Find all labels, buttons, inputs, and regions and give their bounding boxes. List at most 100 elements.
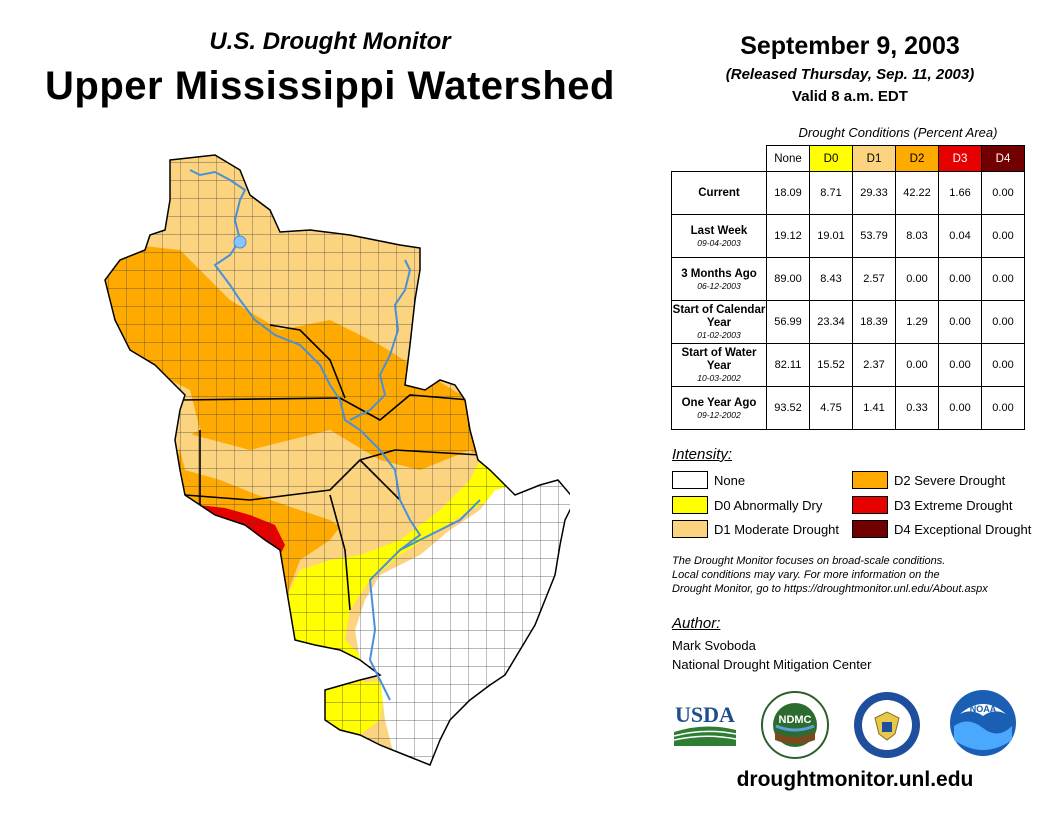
table-cell: 1.29	[895, 300, 939, 344]
table-cell: 29.33	[852, 171, 896, 215]
table-cell: 18.39	[852, 300, 896, 344]
website-link[interactable]: droughtmonitor.unl.edu	[736, 768, 974, 791]
row-label-text: One Year Ago	[681, 396, 757, 409]
table-cell: 53.79	[852, 214, 896, 258]
table-cell: 0.00	[938, 386, 982, 430]
col-none: None	[766, 145, 810, 172]
table-cell: 93.52	[766, 386, 810, 430]
legend-label: D2 Severe Drought	[894, 472, 1006, 488]
table-row: Current 18.09 8.71 29.33 42.22 1.66 0.00	[671, 171, 1025, 215]
legend-title: Intensity:	[672, 446, 733, 463]
map-date: September 9, 2003	[740, 32, 960, 60]
table-cell: 19.12	[766, 214, 810, 258]
row-label-text: Last Week	[690, 224, 748, 237]
col-d0: D0	[809, 145, 853, 172]
table-cell: 4.75	[809, 386, 853, 430]
table-cell: 18.09	[766, 171, 810, 215]
lake-icon	[233, 235, 247, 249]
row-label-text: 3 Months Ago	[681, 267, 757, 280]
legend-item-d0: D0 Abnormally Dry	[672, 496, 822, 514]
table-row: 3 Months Ago 06-12-2003 89.00 8.43 2.57 0.00 0…	[671, 257, 1025, 301]
legend-label: D4 Exceptional Drought	[894, 521, 1032, 537]
legend-label: D0 Abnormally Dry	[714, 497, 823, 513]
table-cell: 0.00	[981, 300, 1025, 344]
legend-swatch	[852, 471, 888, 489]
note-line: Local conditions may vary. For more info…	[672, 569, 940, 581]
table-cell: 23.34	[809, 300, 853, 344]
table-cell: 15.52	[809, 343, 853, 387]
map-title: Upper Mississippi Watershed	[45, 64, 615, 108]
mississippi-river	[189, 169, 422, 701]
legend-swatch	[672, 520, 708, 538]
legend-item-d1: D1 Moderate Drought	[672, 520, 839, 538]
table-header-row: None D0 D1 D2 D3 D4	[672, 145, 1025, 172]
county-lines	[105, 155, 570, 765]
table-cell: 0.00	[895, 257, 939, 301]
release-date: (Released Thursday, Sep. 11, 2003)	[725, 66, 975, 83]
table-row: One Year Ago 09-12-2002 93.52 4.75 1.41 0.33 0…	[671, 386, 1025, 430]
state-borders	[179, 324, 481, 611]
legend-swatch	[852, 520, 888, 538]
col-d4: D4	[981, 145, 1025, 172]
table-cell: 56.99	[766, 300, 810, 344]
row-label: Start of Water Year 10-03-2002	[671, 343, 767, 387]
table-corner	[672, 146, 767, 172]
table-caption: Drought Conditions (Percent Area)	[798, 125, 998, 140]
row-label: 3 Months Ago 06-12-2003	[671, 257, 767, 301]
commerce-seal-icon	[854, 692, 920, 758]
row-date: 06-12-2003	[697, 280, 741, 291]
author-heading: Author:	[672, 615, 721, 632]
disclaimer-note: The Drought Monitor focuses on broad-sca…	[672, 554, 1042, 596]
legend-label: D1 Moderate Drought	[714, 521, 840, 537]
table-cell: 1.66	[938, 171, 982, 215]
legend-label: None	[714, 472, 746, 488]
legend-swatch	[672, 471, 708, 489]
table-cell: 0.00	[981, 214, 1025, 258]
usda-logo-icon: USDA	[673, 702, 737, 746]
table-cell: 0.00	[938, 343, 982, 387]
note-line: The Drought Monitor focuses on broad-sca…	[672, 555, 946, 567]
noaa-logo-text: NOAA	[970, 704, 997, 714]
author-org: National Drought Mitigation Center	[672, 657, 872, 672]
legend-item-d4: D4 Exceptional Drought	[852, 520, 1031, 538]
note-line[interactable]: Drought Monitor, go to https://droughtmo…	[672, 583, 988, 595]
author-name: Mark Svoboda	[672, 638, 756, 653]
legend-swatch	[672, 496, 708, 514]
row-label: Start of Calendar Year 01-02-2003	[671, 300, 767, 344]
table-row: Last Week 09-04-2003 19.12 19.01 53.79 8.03 0.…	[671, 214, 1025, 258]
col-d2: D2	[895, 145, 939, 172]
table-cell: 2.57	[852, 257, 896, 301]
table-cell: 0.04	[938, 214, 982, 258]
row-label: Current	[671, 171, 767, 215]
table-row: Start of Calendar Year 01-02-2003 56.99 23.…	[671, 300, 1025, 344]
row-date: 09-12-2002	[697, 409, 741, 420]
noaa-logo-icon: NOAA	[950, 690, 1016, 756]
ndmc-logo-text: NDMC	[779, 714, 812, 726]
watershed-outline	[104, 154, 570, 766]
row-date: 01-02-2003	[697, 330, 741, 340]
col-d1: D1	[852, 145, 896, 172]
tributary-river-east	[349, 259, 412, 421]
table-cell: 8.03	[895, 214, 939, 258]
row-label-text: Current	[698, 186, 740, 199]
row-label-text: Start of Water Year	[681, 347, 757, 372]
table-cell: 0.33	[895, 386, 939, 430]
legend-label: D3 Extreme Drought	[894, 497, 1013, 513]
usda-logo-text: USDA	[675, 702, 735, 727]
legend-item-none: None	[672, 471, 745, 489]
table-cell: 42.22	[895, 171, 939, 215]
table-cell: 0.00	[938, 300, 982, 344]
row-label-text: Start of Calendar Year	[672, 304, 766, 329]
table-cell: 8.43	[809, 257, 853, 301]
table-cell: 8.71	[809, 171, 853, 215]
ndmc-logo-icon: NDMC	[761, 691, 829, 759]
table-cell: 89.00	[766, 257, 810, 301]
table-row: Start of Water Year 10-03-2002 82.11 15.52 2…	[671, 343, 1025, 387]
map-subtitle: U.S. Drought Monitor	[209, 28, 451, 55]
legend-swatch	[852, 496, 888, 514]
row-date: 10-03-2002	[697, 373, 741, 383]
table-cell: 0.00	[895, 343, 939, 387]
table-cell: 0.00	[981, 257, 1025, 301]
table-cell: 82.11	[766, 343, 810, 387]
table-cell: 0.00	[981, 386, 1025, 430]
